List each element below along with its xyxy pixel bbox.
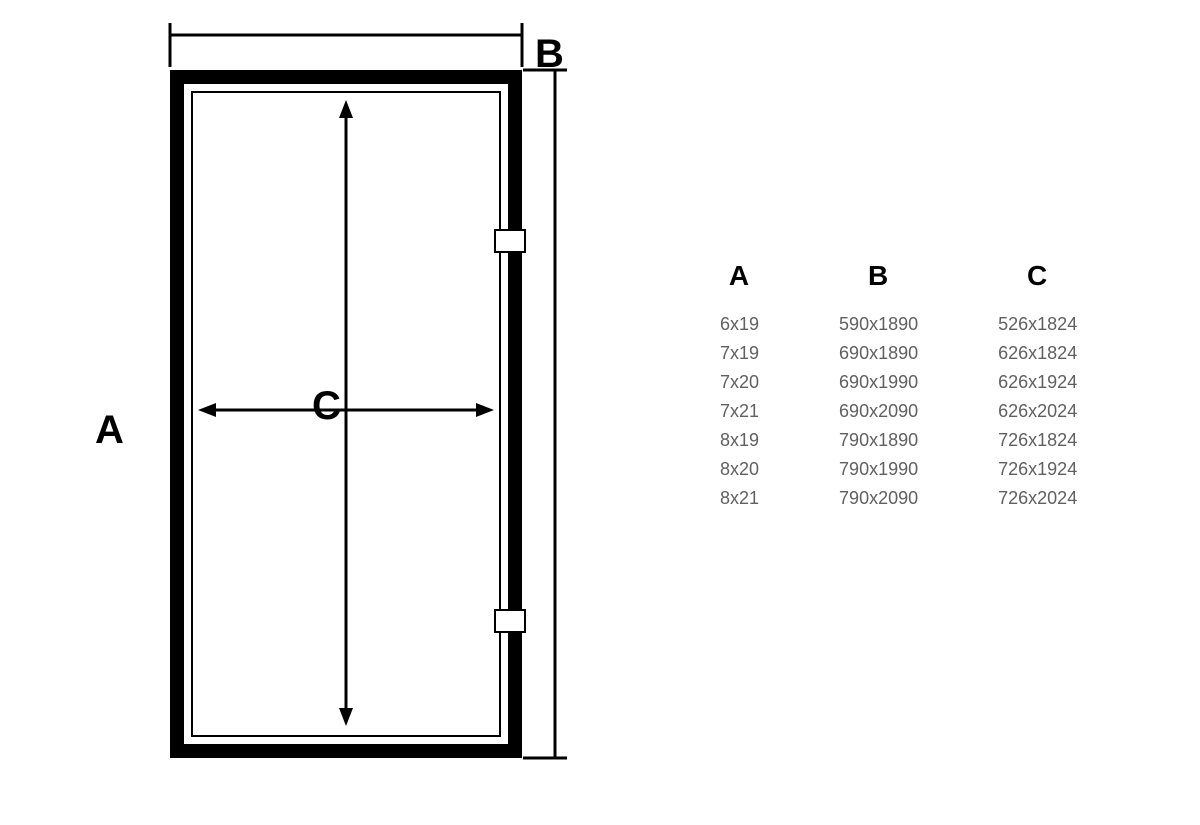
table-row: 7x19690x1890626x1824 — [680, 339, 1117, 368]
dimension-diagram: A B C A B C 6x19590x1890526x18247x19690x… — [0, 0, 1200, 820]
table-cell: 726x1924 — [958, 455, 1117, 484]
label-B: B — [535, 32, 565, 77]
table-cell: 690x2090 — [799, 397, 958, 426]
table-cell: 790x1990 — [799, 455, 958, 484]
table-cell: 7x21 — [680, 397, 799, 426]
label-C: C — [312, 384, 342, 429]
table-header-row: A B C — [680, 260, 1117, 310]
table-row: 7x20690x1990626x1924 — [680, 368, 1117, 397]
table-cell: 590x1890 — [799, 310, 958, 339]
table-cell: 690x1890 — [799, 339, 958, 368]
table-row: 8x19790x1890726x1824 — [680, 426, 1117, 455]
table-cell: 626x1924 — [958, 368, 1117, 397]
table-cell: 6x19 — [680, 310, 799, 339]
col-header-A: A — [680, 260, 799, 310]
table-row: 8x20790x1990726x1924 — [680, 455, 1117, 484]
table-cell: 726x1824 — [958, 426, 1117, 455]
table-cell: 690x1990 — [799, 368, 958, 397]
dimensions-table: A B C 6x19590x1890526x18247x19690x189062… — [680, 260, 1117, 513]
col-header-C: C — [958, 260, 1117, 310]
label-A: A — [95, 408, 125, 453]
table-cell: 790x2090 — [799, 484, 958, 513]
table-cell: 526x1824 — [958, 310, 1117, 339]
table-cell: 7x20 — [680, 368, 799, 397]
table-cell: 626x2024 — [958, 397, 1117, 426]
table-cell: 790x1890 — [799, 426, 958, 455]
table-cell: 726x2024 — [958, 484, 1117, 513]
col-header-B: B — [799, 260, 958, 310]
table-row: 6x19590x1890526x1824 — [680, 310, 1117, 339]
table-row: 7x21690x2090626x2024 — [680, 397, 1117, 426]
table-row: 8x21790x2090726x2024 — [680, 484, 1117, 513]
table-cell: 626x1824 — [958, 339, 1117, 368]
table-cell: 8x21 — [680, 484, 799, 513]
table-cell: 8x20 — [680, 455, 799, 484]
table-cell: 8x19 — [680, 426, 799, 455]
table-cell: 7x19 — [680, 339, 799, 368]
